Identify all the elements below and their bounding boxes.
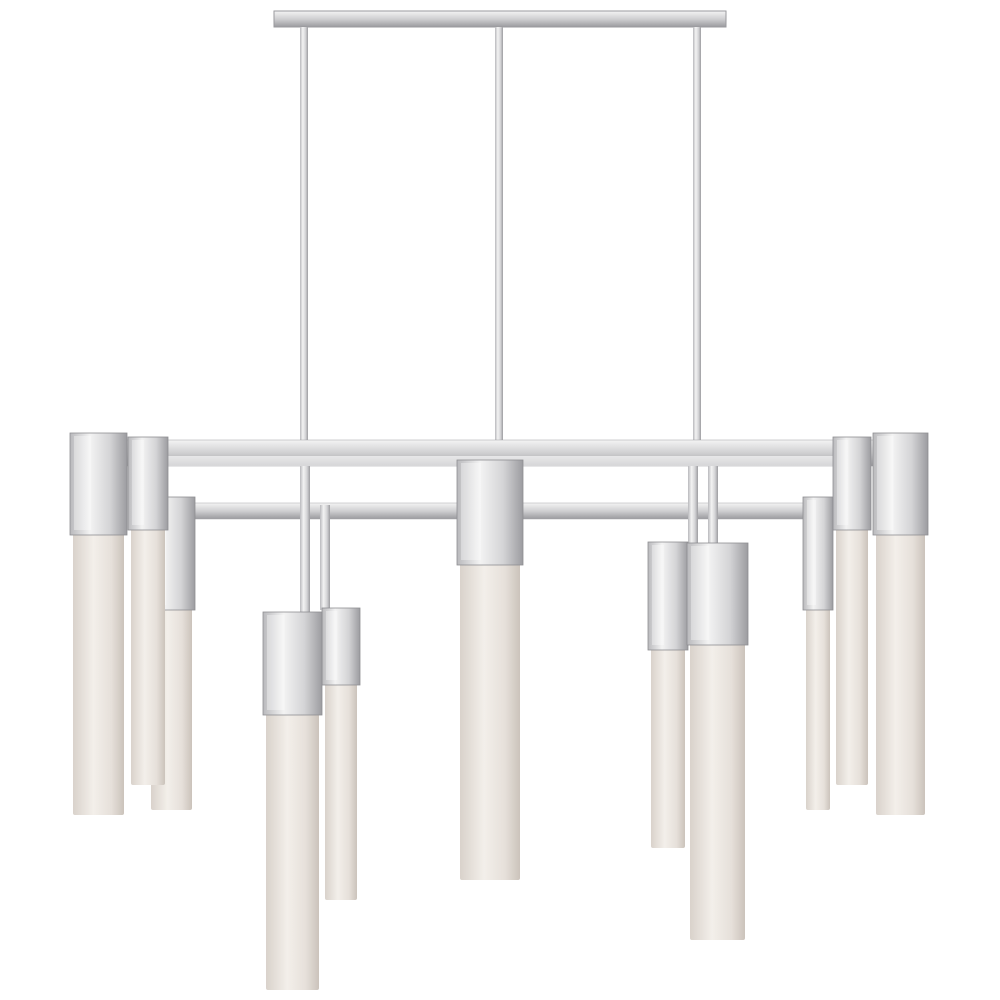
cap-highlight: [74, 436, 92, 530]
chrome-cap: [127, 436, 169, 531]
suspension-rod: [693, 27, 701, 442]
suspension-rod: [300, 27, 308, 442]
chrome-cap: [647, 541, 689, 651]
alabaster-shade: [325, 675, 357, 900]
chrome-cap: [686, 542, 749, 646]
chrome-cap: [262, 611, 323, 716]
chrome-cap: [456, 459, 524, 566]
alabaster-shade: [131, 520, 165, 785]
pendant-group: [69, 432, 929, 990]
pendant-stem: [300, 466, 310, 612]
chrome-cap: [832, 436, 872, 531]
alabaster-shade: [651, 640, 685, 848]
cap-highlight: [652, 545, 664, 645]
chrome-cap: [69, 432, 128, 536]
alabaster-shade: [73, 525, 124, 815]
chrome-cap: [802, 496, 834, 611]
cap-highlight: [837, 440, 849, 525]
alabaster-shade: [876, 525, 925, 815]
cap-highlight: [691, 546, 710, 640]
alabaster-shade: [690, 635, 745, 940]
suspension-rod: [495, 27, 503, 442]
canopy-plate: [273, 10, 727, 28]
alabaster-shade: [806, 600, 830, 810]
pendant-light: [872, 432, 929, 815]
pendant-light: [69, 432, 128, 815]
pendant-light: [262, 611, 323, 990]
cap-highlight: [132, 440, 144, 525]
pendant-light: [686, 542, 749, 940]
cap-highlight: [877, 436, 894, 530]
alabaster-shade: [460, 555, 520, 880]
pendant-stem: [320, 505, 330, 610]
pendant-light: [832, 436, 872, 785]
alabaster-shade: [836, 520, 868, 785]
pendant-light: [802, 496, 834, 810]
pendant-light: [321, 607, 361, 900]
pendant-light: [127, 436, 169, 785]
pendant-light: [647, 541, 689, 848]
pendant-light: [456, 459, 524, 880]
chrome-cap: [321, 607, 361, 686]
pendant-stem: [688, 466, 698, 544]
cap-highlight: [326, 611, 338, 680]
cap-highlight: [267, 615, 285, 710]
cap-highlight: [461, 463, 481, 560]
pendant-stem: [708, 466, 718, 544]
chrome-cap: [872, 432, 929, 536]
cap-highlight: [807, 500, 816, 605]
alabaster-shade: [266, 705, 319, 990]
